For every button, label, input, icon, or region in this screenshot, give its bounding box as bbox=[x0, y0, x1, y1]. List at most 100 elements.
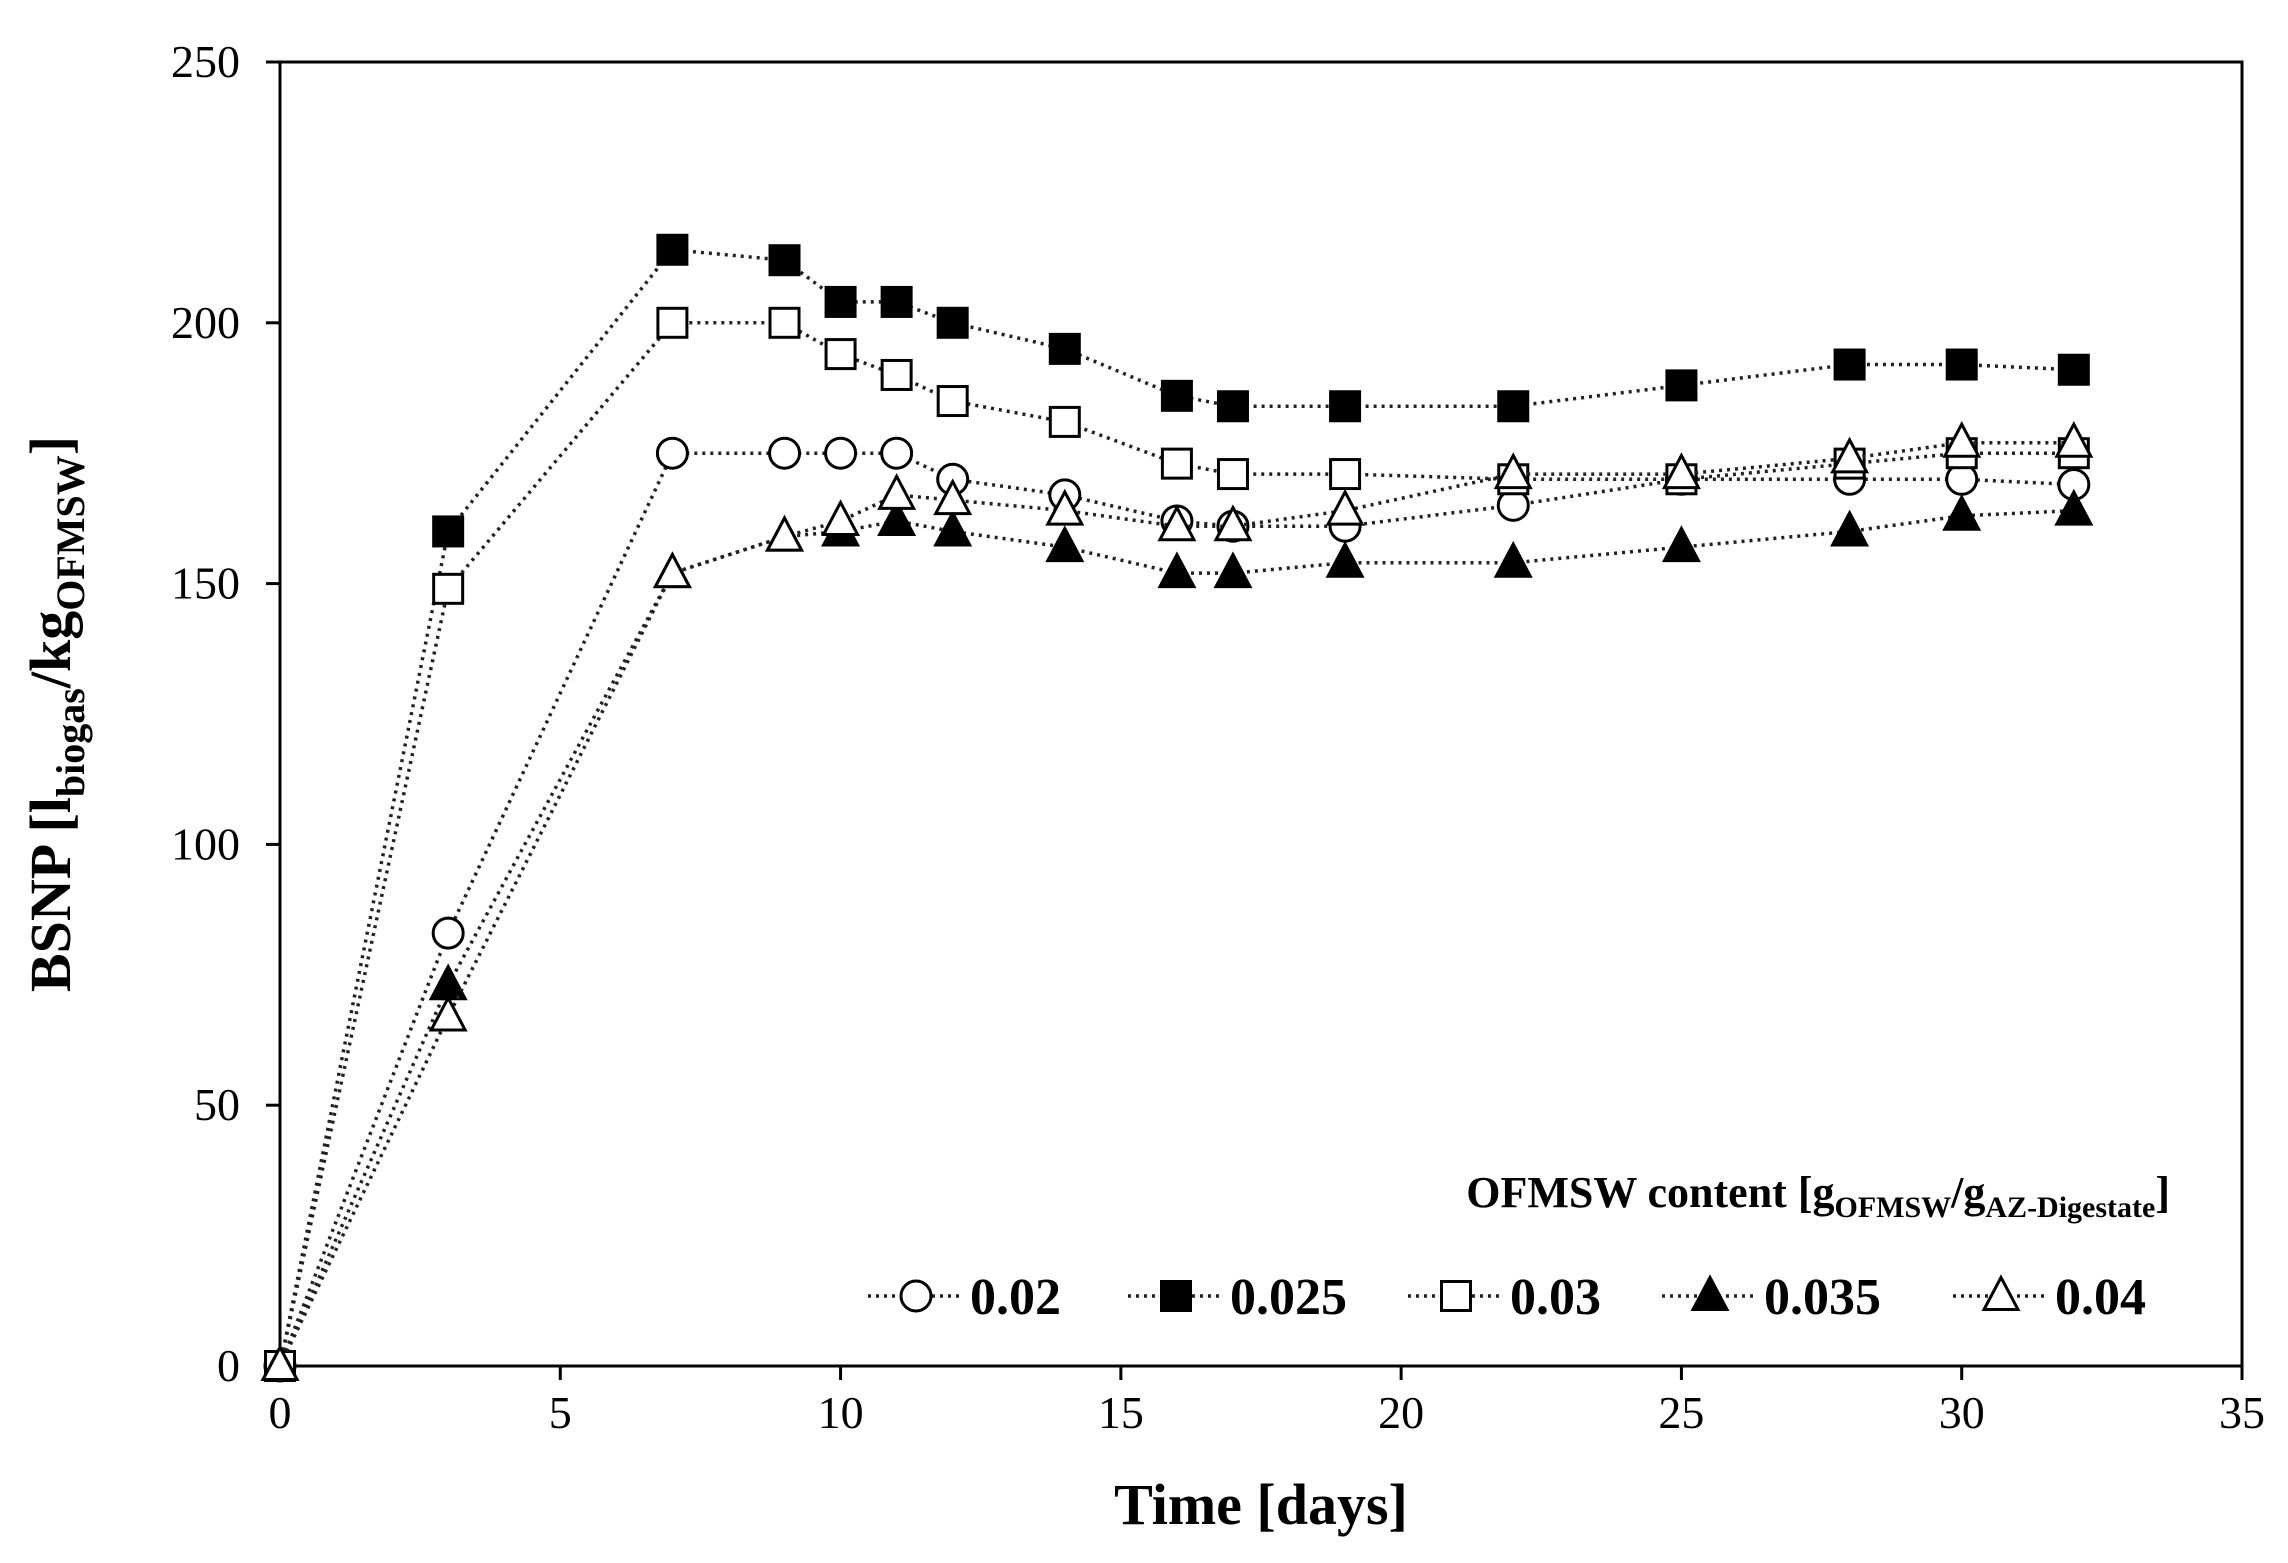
data-point-0.04 bbox=[260, 1344, 300, 1381]
data-point-0.04 bbox=[1942, 420, 1982, 458]
legend-entry-0.02: 0.02 bbox=[868, 1269, 1061, 1326]
data-point-0.03 bbox=[1329, 458, 1362, 491]
legend-title-mid: /g bbox=[1950, 1168, 1985, 1217]
legend-label: 0.02 bbox=[970, 1269, 1061, 1326]
data-point-0.025 bbox=[880, 285, 913, 318]
data-point-0.025 bbox=[1048, 332, 1081, 365]
y-tick-label: 150 bbox=[171, 558, 240, 609]
x-tick-label: 10 bbox=[818, 1387, 864, 1438]
data-point-0.04 bbox=[1661, 452, 1701, 490]
data-point-0.04 bbox=[933, 478, 973, 516]
data-point-0.04 bbox=[877, 473, 917, 510]
data-point-0.04 bbox=[821, 499, 861, 537]
data-point-0.03 bbox=[768, 306, 801, 339]
x-tick-label: 30 bbox=[1939, 1387, 1985, 1438]
data-point-0.025 bbox=[656, 233, 689, 266]
legend-label: 0.035 bbox=[1764, 1269, 1881, 1326]
legend-marker bbox=[1981, 1274, 2021, 1311]
legend-label: 0.04 bbox=[2055, 1269, 2146, 1326]
data-point-0.035 bbox=[1157, 551, 1197, 589]
legend-label: 0.03 bbox=[1510, 1269, 1601, 1326]
data-point-0.04 bbox=[1325, 488, 1365, 526]
data-point-0.035 bbox=[1213, 551, 1253, 589]
y-axis: 0 50 100 150 200 250 bbox=[171, 36, 280, 1391]
legend: 0.02 0.025 0.03 0.035 0.04 bbox=[868, 1269, 2146, 1326]
series-0.04 bbox=[260, 420, 2094, 1381]
data-point-0.035 bbox=[1325, 540, 1365, 578]
data-point-0.03 bbox=[1160, 447, 1193, 480]
y-axis-title: BSNP [lbiogas/kgOFMSW] bbox=[18, 436, 93, 992]
data-point-0.02 bbox=[880, 436, 914, 470]
data-point-0.04 bbox=[1493, 452, 1533, 490]
data-point-0.025 bbox=[1497, 390, 1530, 423]
series-line-0.03 bbox=[278, 321, 2074, 1367]
data-point-0.035 bbox=[877, 499, 917, 537]
legend-entry-0.025: 0.025 bbox=[1128, 1269, 1347, 1326]
x-tick-label: 0 bbox=[269, 1387, 292, 1438]
y-tick-label: 200 bbox=[171, 297, 240, 348]
data-point-0.035 bbox=[1661, 525, 1701, 563]
data-point-0.02 bbox=[431, 916, 465, 950]
data-point-0.03 bbox=[880, 358, 913, 391]
x-tick-label: 20 bbox=[1378, 1387, 1424, 1438]
data-point-0.04 bbox=[428, 994, 468, 1032]
data-point-0.04 bbox=[765, 514, 805, 552]
data-point-0.025 bbox=[1665, 369, 1698, 402]
data-point-0.035 bbox=[1045, 525, 1085, 563]
data-point-0.025 bbox=[1329, 390, 1362, 423]
legend-entry-0.03: 0.03 bbox=[1408, 1269, 1601, 1326]
data-point-0.04 bbox=[1830, 436, 1870, 474]
data-point-0.035 bbox=[1830, 509, 1870, 547]
x-axis-title: Time [days] bbox=[1114, 1472, 1408, 1537]
legend-title: OFMSW content [gOFMSW/gAZ-Digestate] bbox=[1466, 1168, 2170, 1224]
y-tick-label: 100 bbox=[171, 818, 240, 869]
y-tick-label: 0 bbox=[217, 1340, 240, 1391]
data-point-0.02 bbox=[655, 436, 689, 470]
data-point-0.03 bbox=[824, 338, 857, 371]
data-point-0.03 bbox=[936, 385, 969, 418]
data-point-0.02 bbox=[768, 436, 802, 470]
y-axis-title-sub1: biogas bbox=[48, 688, 93, 797]
x-axis: 0 5 10 15 20 25 30 35 bbox=[269, 1366, 2265, 1438]
y-axis-title-end: ] bbox=[18, 436, 83, 455]
series-layer bbox=[260, 233, 2094, 1383]
data-point-0.035 bbox=[1942, 493, 1982, 531]
data-point-0.025 bbox=[768, 244, 801, 277]
data-point-0.03 bbox=[1048, 405, 1081, 438]
data-point-0.04 bbox=[652, 551, 692, 589]
data-point-0.025 bbox=[936, 306, 969, 339]
legend-entry-0.04: 0.04 bbox=[1953, 1269, 2146, 1326]
legend-marker bbox=[899, 1279, 933, 1313]
y-tick-label: 50 bbox=[194, 1079, 240, 1130]
legend-title-main: OFMSW content [g bbox=[1466, 1168, 1834, 1217]
plot-area-frame bbox=[278, 60, 2244, 1368]
data-point-0.04 bbox=[1045, 488, 1085, 526]
data-point-0.04 bbox=[2054, 420, 2094, 458]
legend-title-sub2: AZ-Digestate bbox=[1985, 1191, 2155, 1224]
legend-marker bbox=[1690, 1274, 1730, 1311]
data-point-0.025 bbox=[432, 515, 465, 548]
data-point-0.04 bbox=[1157, 504, 1197, 542]
data-point-0.03 bbox=[432, 572, 465, 605]
legend-entry-0.035: 0.035 bbox=[1662, 1269, 1881, 1326]
series-line-0.025 bbox=[278, 247, 2074, 1367]
y-axis-title-sub2: OFMSW bbox=[48, 455, 93, 611]
data-point-0.025 bbox=[1216, 390, 1249, 423]
series-line-0.02 bbox=[278, 451, 2074, 1367]
x-tick-label: 5 bbox=[549, 1387, 572, 1438]
x-tick-label: 25 bbox=[1658, 1387, 1704, 1438]
legend-label: 0.025 bbox=[1230, 1269, 1347, 1326]
data-point-0.025 bbox=[824, 285, 857, 318]
data-point-0.04 bbox=[1213, 504, 1253, 542]
data-point-0.035 bbox=[933, 509, 973, 547]
y-axis-title-main: BSNP [l bbox=[18, 797, 83, 992]
x-tick-label: 35 bbox=[2219, 1387, 2265, 1438]
data-point-0.03 bbox=[1216, 458, 1249, 491]
x-tick-label: 15 bbox=[1098, 1387, 1144, 1438]
y-axis-title-mid: /kg bbox=[18, 611, 83, 689]
legend-marker bbox=[1160, 1280, 1192, 1312]
data-point-0.035 bbox=[2054, 488, 2094, 526]
data-point-0.03 bbox=[656, 306, 689, 339]
data-point-0.025 bbox=[1945, 348, 1978, 381]
